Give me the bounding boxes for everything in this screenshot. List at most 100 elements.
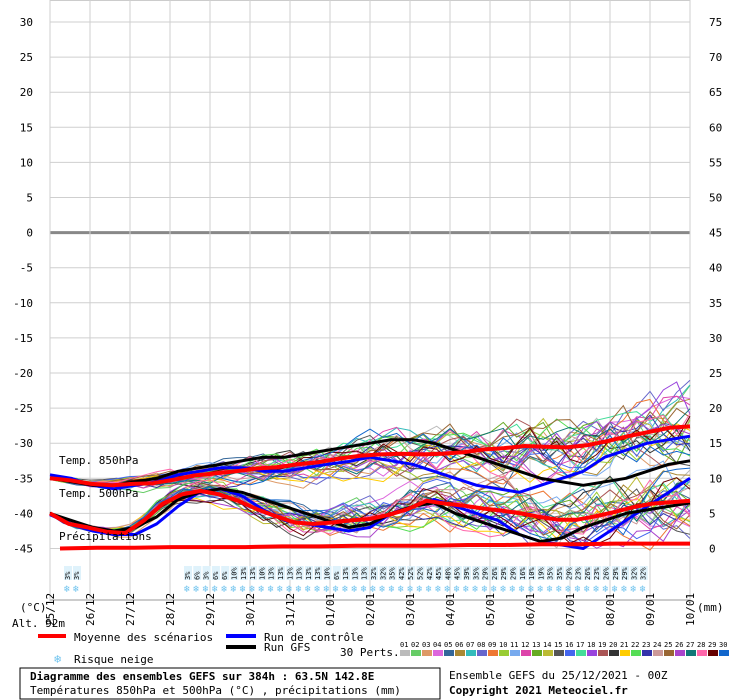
snowflake-icon: ❄: [565, 584, 572, 595]
snowflake-icon: ❄: [435, 584, 442, 595]
snow-pct-label: 32%: [370, 567, 378, 580]
pert-swatch: [631, 650, 641, 656]
pert-number: 19: [598, 641, 606, 649]
pert-number: 07: [466, 641, 474, 649]
snowflake-icon: ❄: [231, 584, 238, 595]
snow-cell: [286, 566, 295, 580]
snow-cell: [509, 566, 518, 580]
pert-swatch: [675, 650, 685, 656]
snow-cell: [64, 566, 72, 580]
legend: Moyenne des scénarios Run de contrôle Ru…: [38, 631, 400, 666]
snow-cell: [407, 566, 416, 580]
x-tick-label: 05/01: [484, 593, 497, 626]
pert-swatch: [565, 650, 575, 656]
snow-pct-label: 29%: [510, 567, 518, 580]
pert-swatch: [554, 650, 564, 656]
left-tick-label: -10: [13, 297, 33, 310]
snow-pct-label: 13%: [240, 567, 248, 580]
snow-cell: [621, 566, 630, 580]
pert-number: 27: [686, 641, 694, 649]
x-tick-label: 09/01: [644, 593, 657, 626]
snowflake-icon: ❄: [64, 584, 71, 595]
pert-number: 24: [653, 641, 661, 649]
pert-number: 05: [444, 641, 452, 649]
snow-pct-label: 3%: [184, 571, 192, 580]
pert-swatch: [609, 650, 619, 656]
snowflake-icon: ❄: [612, 584, 619, 595]
snow-cell: [611, 566, 620, 580]
snow-pct-label: 45%: [454, 567, 462, 580]
pert-number: 21: [620, 641, 628, 649]
pert-number: 09: [488, 641, 496, 649]
left-tick-label: -45: [13, 543, 33, 556]
snowflake-icon: ❄: [584, 584, 591, 595]
label-t500: Temp. 500hPa: [59, 487, 138, 500]
snow-cell: [193, 566, 202, 580]
snowflake-icon: ❄: [333, 584, 340, 595]
snow-cell: [574, 566, 583, 580]
pert-number: 04: [433, 641, 441, 649]
pert-swatch: [653, 650, 663, 656]
right-tick-label: 65: [709, 86, 722, 99]
snowflake-icon: ❄: [519, 584, 526, 595]
snow-cell: [565, 566, 574, 580]
copyright: Copyright 2021 Meteociel.fr: [449, 684, 628, 697]
gfs-t500-line: [49, 487, 691, 543]
pert-swatch: [455, 650, 465, 656]
pert-number: 10: [499, 641, 507, 649]
snowflake-icon: ❄: [510, 584, 517, 595]
right-tick-label: 60: [709, 121, 722, 134]
snow-pct-label: 32%: [640, 567, 648, 580]
snow-cell: [267, 566, 276, 580]
snow-cell: [602, 566, 611, 580]
left-axis-unit: (°C): [20, 601, 47, 614]
snowflake-icon: ❄: [593, 584, 600, 595]
right-axis-unit: (mm): [697, 601, 724, 614]
label-precip: Précipitations: [59, 530, 152, 543]
snow-cell: [639, 566, 648, 580]
left-tick-label: 0: [26, 227, 33, 240]
snowflake-icon: ❄: [537, 584, 544, 595]
snow-pct-label: 29%: [565, 567, 573, 580]
mean-t850-line: [49, 424, 691, 488]
snowflake-icon: ❄: [361, 584, 368, 595]
snowflake-icon: ❄: [314, 584, 321, 595]
pert-swatch: [477, 650, 487, 656]
snow-cell: [500, 566, 509, 580]
snowflake-icon: ❄: [603, 584, 610, 595]
snow-pct-label: 3%: [64, 571, 72, 580]
altitude-label: Alt. 92m: [12, 617, 65, 630]
pert-swatch: [719, 650, 729, 656]
snowflake-icon: ❄: [640, 584, 647, 595]
pert-swatch: [499, 650, 509, 656]
x-tick-label: 01/01: [324, 593, 337, 626]
snow-cell: [546, 566, 555, 580]
snow-pct-label: 26%: [603, 567, 611, 580]
left-tick-label: 20: [20, 86, 33, 99]
perturbation-line: [49, 495, 691, 549]
snow-pct-label: 10%: [258, 567, 266, 580]
snowflake-icon: ❄: [203, 584, 210, 595]
snow-cell: [537, 566, 546, 580]
snow-cell: [379, 566, 388, 580]
snowflake-icon: ❄: [193, 584, 200, 595]
snowflake-icon: ❄: [73, 584, 80, 595]
snow-cell: [490, 566, 499, 580]
snow-pct-label: 35%: [472, 567, 480, 580]
mean-precip-line: [59, 541, 690, 551]
pert-number: 17: [576, 641, 584, 649]
pert-swatch: [543, 650, 553, 656]
snow-cell: [258, 566, 267, 580]
snow-cell: [73, 566, 81, 580]
snow-cell: [211, 566, 220, 580]
left-tick-label: -25: [13, 402, 33, 415]
right-tick-label: 55: [709, 156, 722, 169]
legend-control-label: Run de contrôle: [264, 631, 363, 644]
pert-number: 20: [609, 641, 617, 649]
pert-swatch: [532, 650, 542, 656]
x-tick-label: 02/01: [364, 593, 377, 626]
snow-cell: [277, 566, 285, 580]
pert-swatch: [664, 650, 674, 656]
snow-pct-label: 45%: [435, 567, 443, 580]
